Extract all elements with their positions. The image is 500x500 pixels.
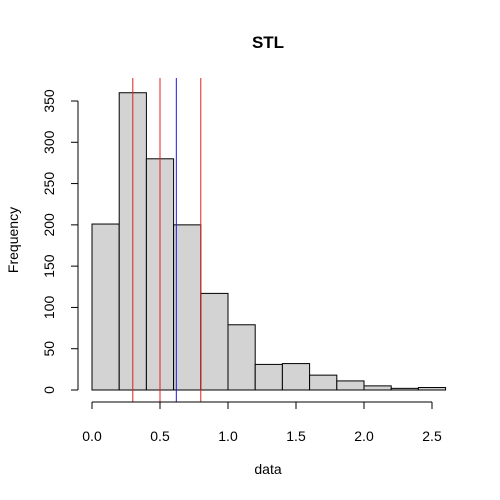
histogram-bar <box>173 224 202 391</box>
histogram-bar <box>200 292 229 391</box>
y-tick-label: 150 <box>41 254 57 278</box>
x-tick-label: 2.0 <box>354 428 374 444</box>
x-tick-label: 1.5 <box>286 428 306 444</box>
y-tick-label: 350 <box>41 89 57 113</box>
x-tick-label: 2.5 <box>422 428 442 444</box>
histogram-bar <box>336 380 365 391</box>
histogram-bar <box>363 385 392 391</box>
y-tick-label: 50 <box>41 341 57 357</box>
y-tick-label: 200 <box>41 213 57 237</box>
y-tick-label: 250 <box>41 172 57 196</box>
histogram-bar <box>254 363 283 391</box>
y-tick-label: 100 <box>41 296 57 320</box>
x-axis-label: data <box>254 461 281 477</box>
histogram-bar <box>390 387 419 391</box>
histogram-bar <box>91 223 120 391</box>
y-tick-label: 300 <box>41 130 57 154</box>
x-tick-label: 1.0 <box>218 428 238 444</box>
histogram-bar <box>417 387 447 391</box>
y-tick-label: 0 <box>41 386 57 394</box>
histogram-bar <box>309 374 338 391</box>
chart-title: STL <box>252 33 284 52</box>
reference-lines-group <box>132 78 202 402</box>
y-axis-label: Frequency <box>5 207 21 273</box>
x-tick-label: 0.0 <box>82 428 102 444</box>
bars-group <box>91 92 447 391</box>
histogram-bar <box>281 363 311 391</box>
histogram-bar <box>227 324 256 391</box>
x-tick-label: 0.5 <box>150 428 170 444</box>
y-axis: 0 50 100 150 200 250 300 350 <box>41 89 79 394</box>
x-axis: 0.0 0.5 1.0 1.5 2.0 2.5 <box>82 401 442 444</box>
